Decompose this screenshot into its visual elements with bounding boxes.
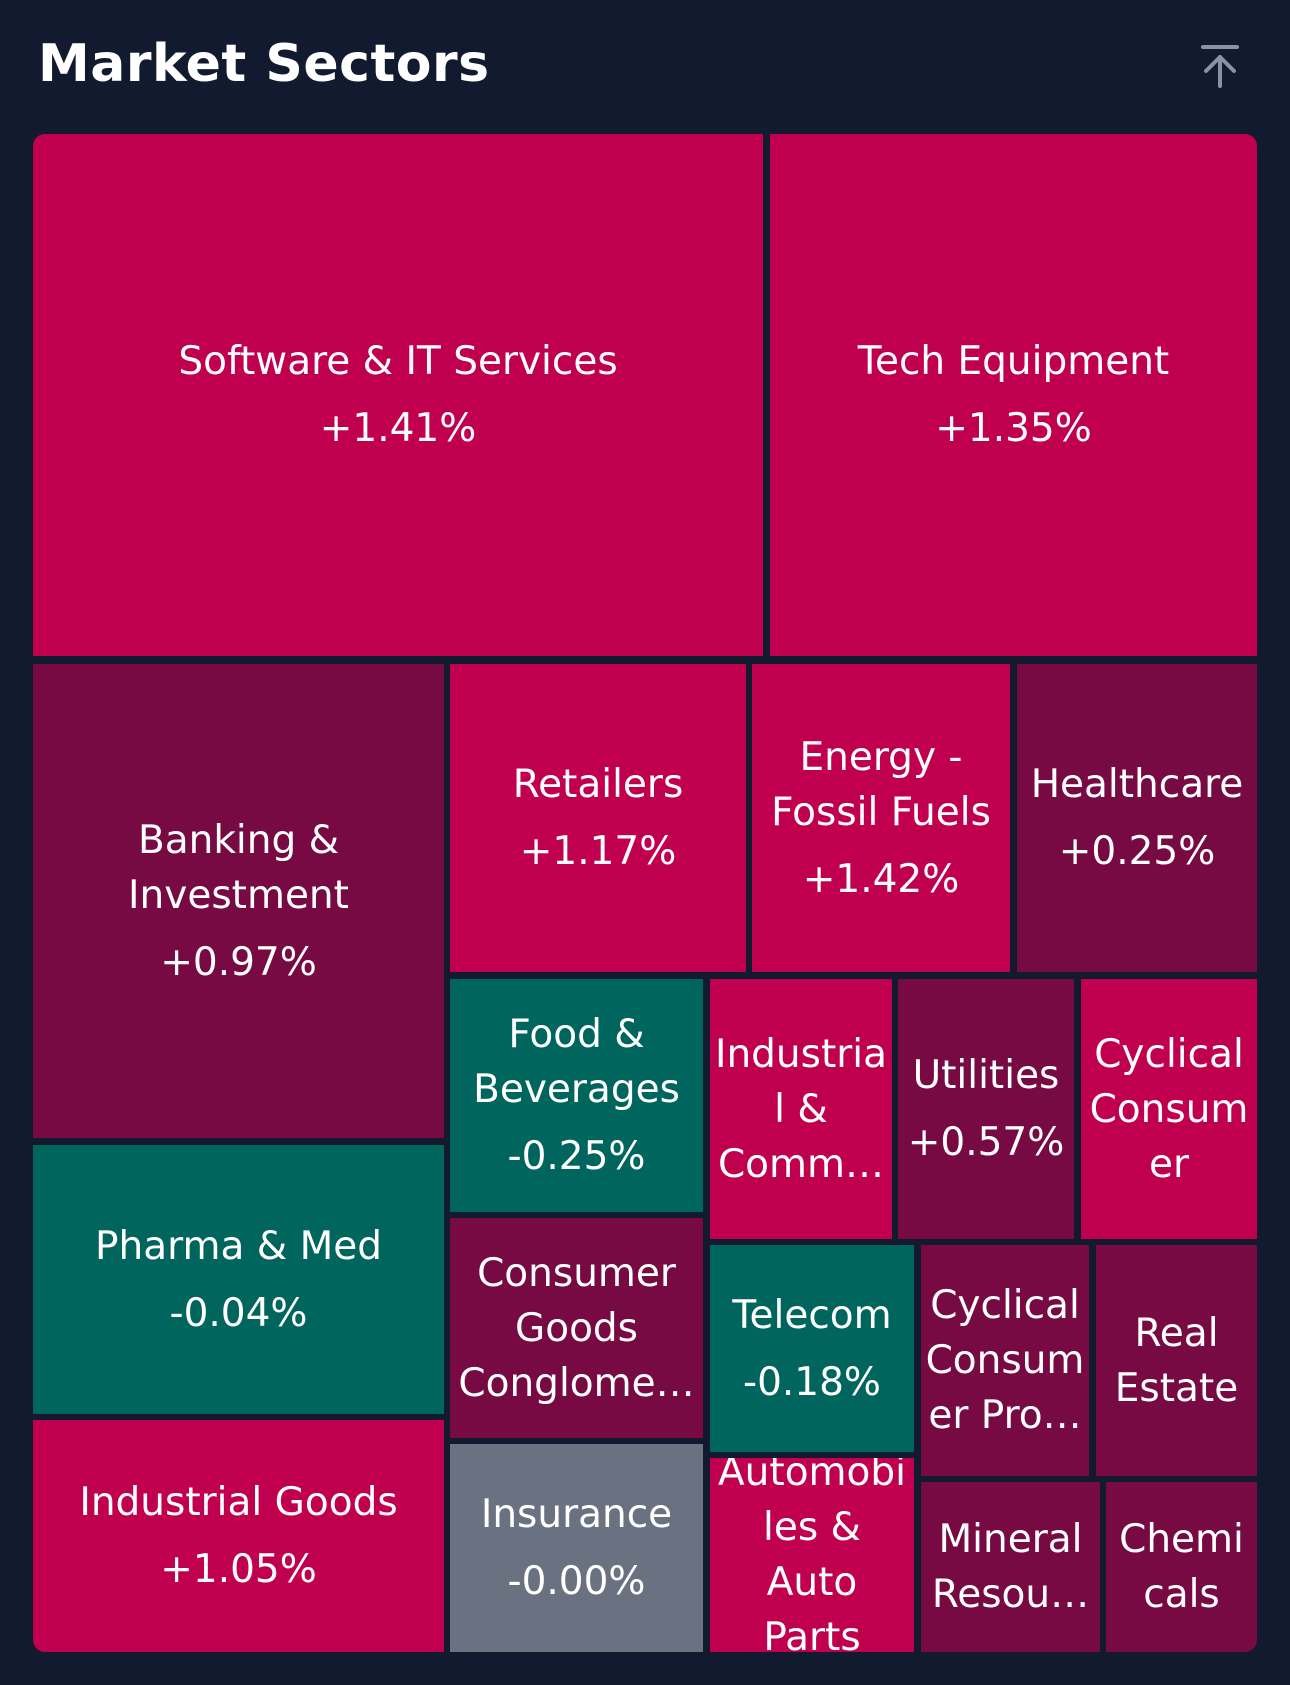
sector-change: -0.18%	[743, 1359, 881, 1405]
sector-name: Cyclical Consum er Pro…	[925, 1283, 1085, 1438]
sector-tile-energy-fossil-fuels[interactable]: Energy - Fossil Fuels +1.42%	[752, 664, 1010, 972]
sector-change: +0.97%	[160, 939, 317, 985]
sector-name: Telecom	[732, 1292, 892, 1338]
sector-tile-real-estate[interactable]: Real Estate	[1096, 1245, 1257, 1476]
sector-name: Banking & Investment	[128, 817, 349, 918]
collapse-button[interactable]	[1192, 38, 1248, 94]
sector-change: +1.41%	[319, 406, 477, 451]
sector-name: Pharma & Med	[95, 1223, 382, 1269]
sector-tile-cyclical-consumer-products[interactable]: Cyclical Consum er Pro…	[921, 1245, 1089, 1476]
sector-tile-automobiles-auto-parts[interactable]: Automobi les & Auto Parts	[710, 1458, 914, 1652]
sector-treemap: Software & IT Services +1.41% Tech Equip…	[33, 134, 1257, 1652]
sector-change: -0.25%	[507, 1134, 646, 1179]
sector-name: Energy - Fossil Fuels	[771, 734, 991, 835]
sector-tile-food-beverages[interactable]: Food & Beverages -0.25%	[450, 979, 703, 1212]
sector-tile-tech-equipment[interactable]: Tech Equipment +1.35%	[770, 134, 1257, 656]
sector-change: -0.00%	[507, 1559, 646, 1604]
page-title: Market Sectors	[38, 34, 490, 94]
sector-change: +1.05%	[160, 1547, 317, 1592]
sector-tile-healthcare[interactable]: Healthcare +0.25%	[1017, 664, 1257, 972]
sector-tile-chemicals[interactable]: Chemi cals	[1106, 1482, 1257, 1652]
sector-name: Insurance	[480, 1492, 673, 1537]
sector-tile-software-it-services[interactable]: Software & IT Services +1.41%	[33, 134, 763, 656]
sector-name: Food & Beverages	[473, 1012, 680, 1112]
sector-tile-telecom[interactable]: Telecom -0.18%	[710, 1245, 914, 1452]
sector-name: Software & IT Services	[178, 339, 618, 384]
sector-change: -0.04%	[169, 1290, 308, 1336]
sector-name: Healthcare	[1030, 762, 1244, 807]
sector-change: +1.35%	[935, 406, 1092, 451]
sector-name: Mineral Resou…	[931, 1517, 1090, 1617]
sector-tile-mineral-resources[interactable]: Mineral Resou…	[921, 1482, 1100, 1652]
sector-tile-pharma-med[interactable]: Pharma & Med -0.04%	[33, 1145, 444, 1414]
sector-name: Automobi les & Auto Parts	[718, 1458, 906, 1652]
sector-change: +0.57%	[907, 1120, 1065, 1165]
sector-tile-consumer-goods-conglomerates[interactable]: Consumer Goods Conglome…	[450, 1218, 703, 1438]
sector-change: +1.17%	[519, 829, 677, 874]
sector-tile-banking-investment[interactable]: Banking & Investment +0.97%	[33, 664, 444, 1138]
sector-tile-utilities[interactable]: Utilities +0.57%	[898, 979, 1074, 1239]
sector-tile-insurance[interactable]: Insurance -0.00%	[450, 1444, 703, 1652]
sector-tile-industrial-goods[interactable]: Industrial Goods +1.05%	[33, 1420, 444, 1652]
sector-name: Real Estate	[1114, 1310, 1239, 1411]
sector-name: Cyclical Consum er	[1089, 1031, 1249, 1187]
sector-name: Chemi cals	[1119, 1517, 1244, 1617]
sector-tile-industrial-commercial[interactable]: Industria l & Comm…	[710, 979, 892, 1239]
sector-name: Retailers	[512, 762, 684, 807]
arrow-up-to-line-icon	[1201, 45, 1239, 88]
sector-name: Industria l & Comm…	[714, 1031, 888, 1187]
sector-tile-cyclical-consumer[interactable]: Cyclical Consum er	[1081, 979, 1257, 1239]
sector-name: Tech Equipment	[857, 339, 1170, 384]
sector-name: Consumer Goods Conglome…	[458, 1250, 695, 1406]
sector-name: Utilities	[912, 1053, 1060, 1098]
sector-change: +1.42%	[802, 856, 960, 902]
sector-tile-retailers[interactable]: Retailers +1.17%	[450, 664, 746, 972]
sector-name: Industrial Goods	[79, 1480, 398, 1525]
sector-change: +0.25%	[1058, 829, 1216, 874]
